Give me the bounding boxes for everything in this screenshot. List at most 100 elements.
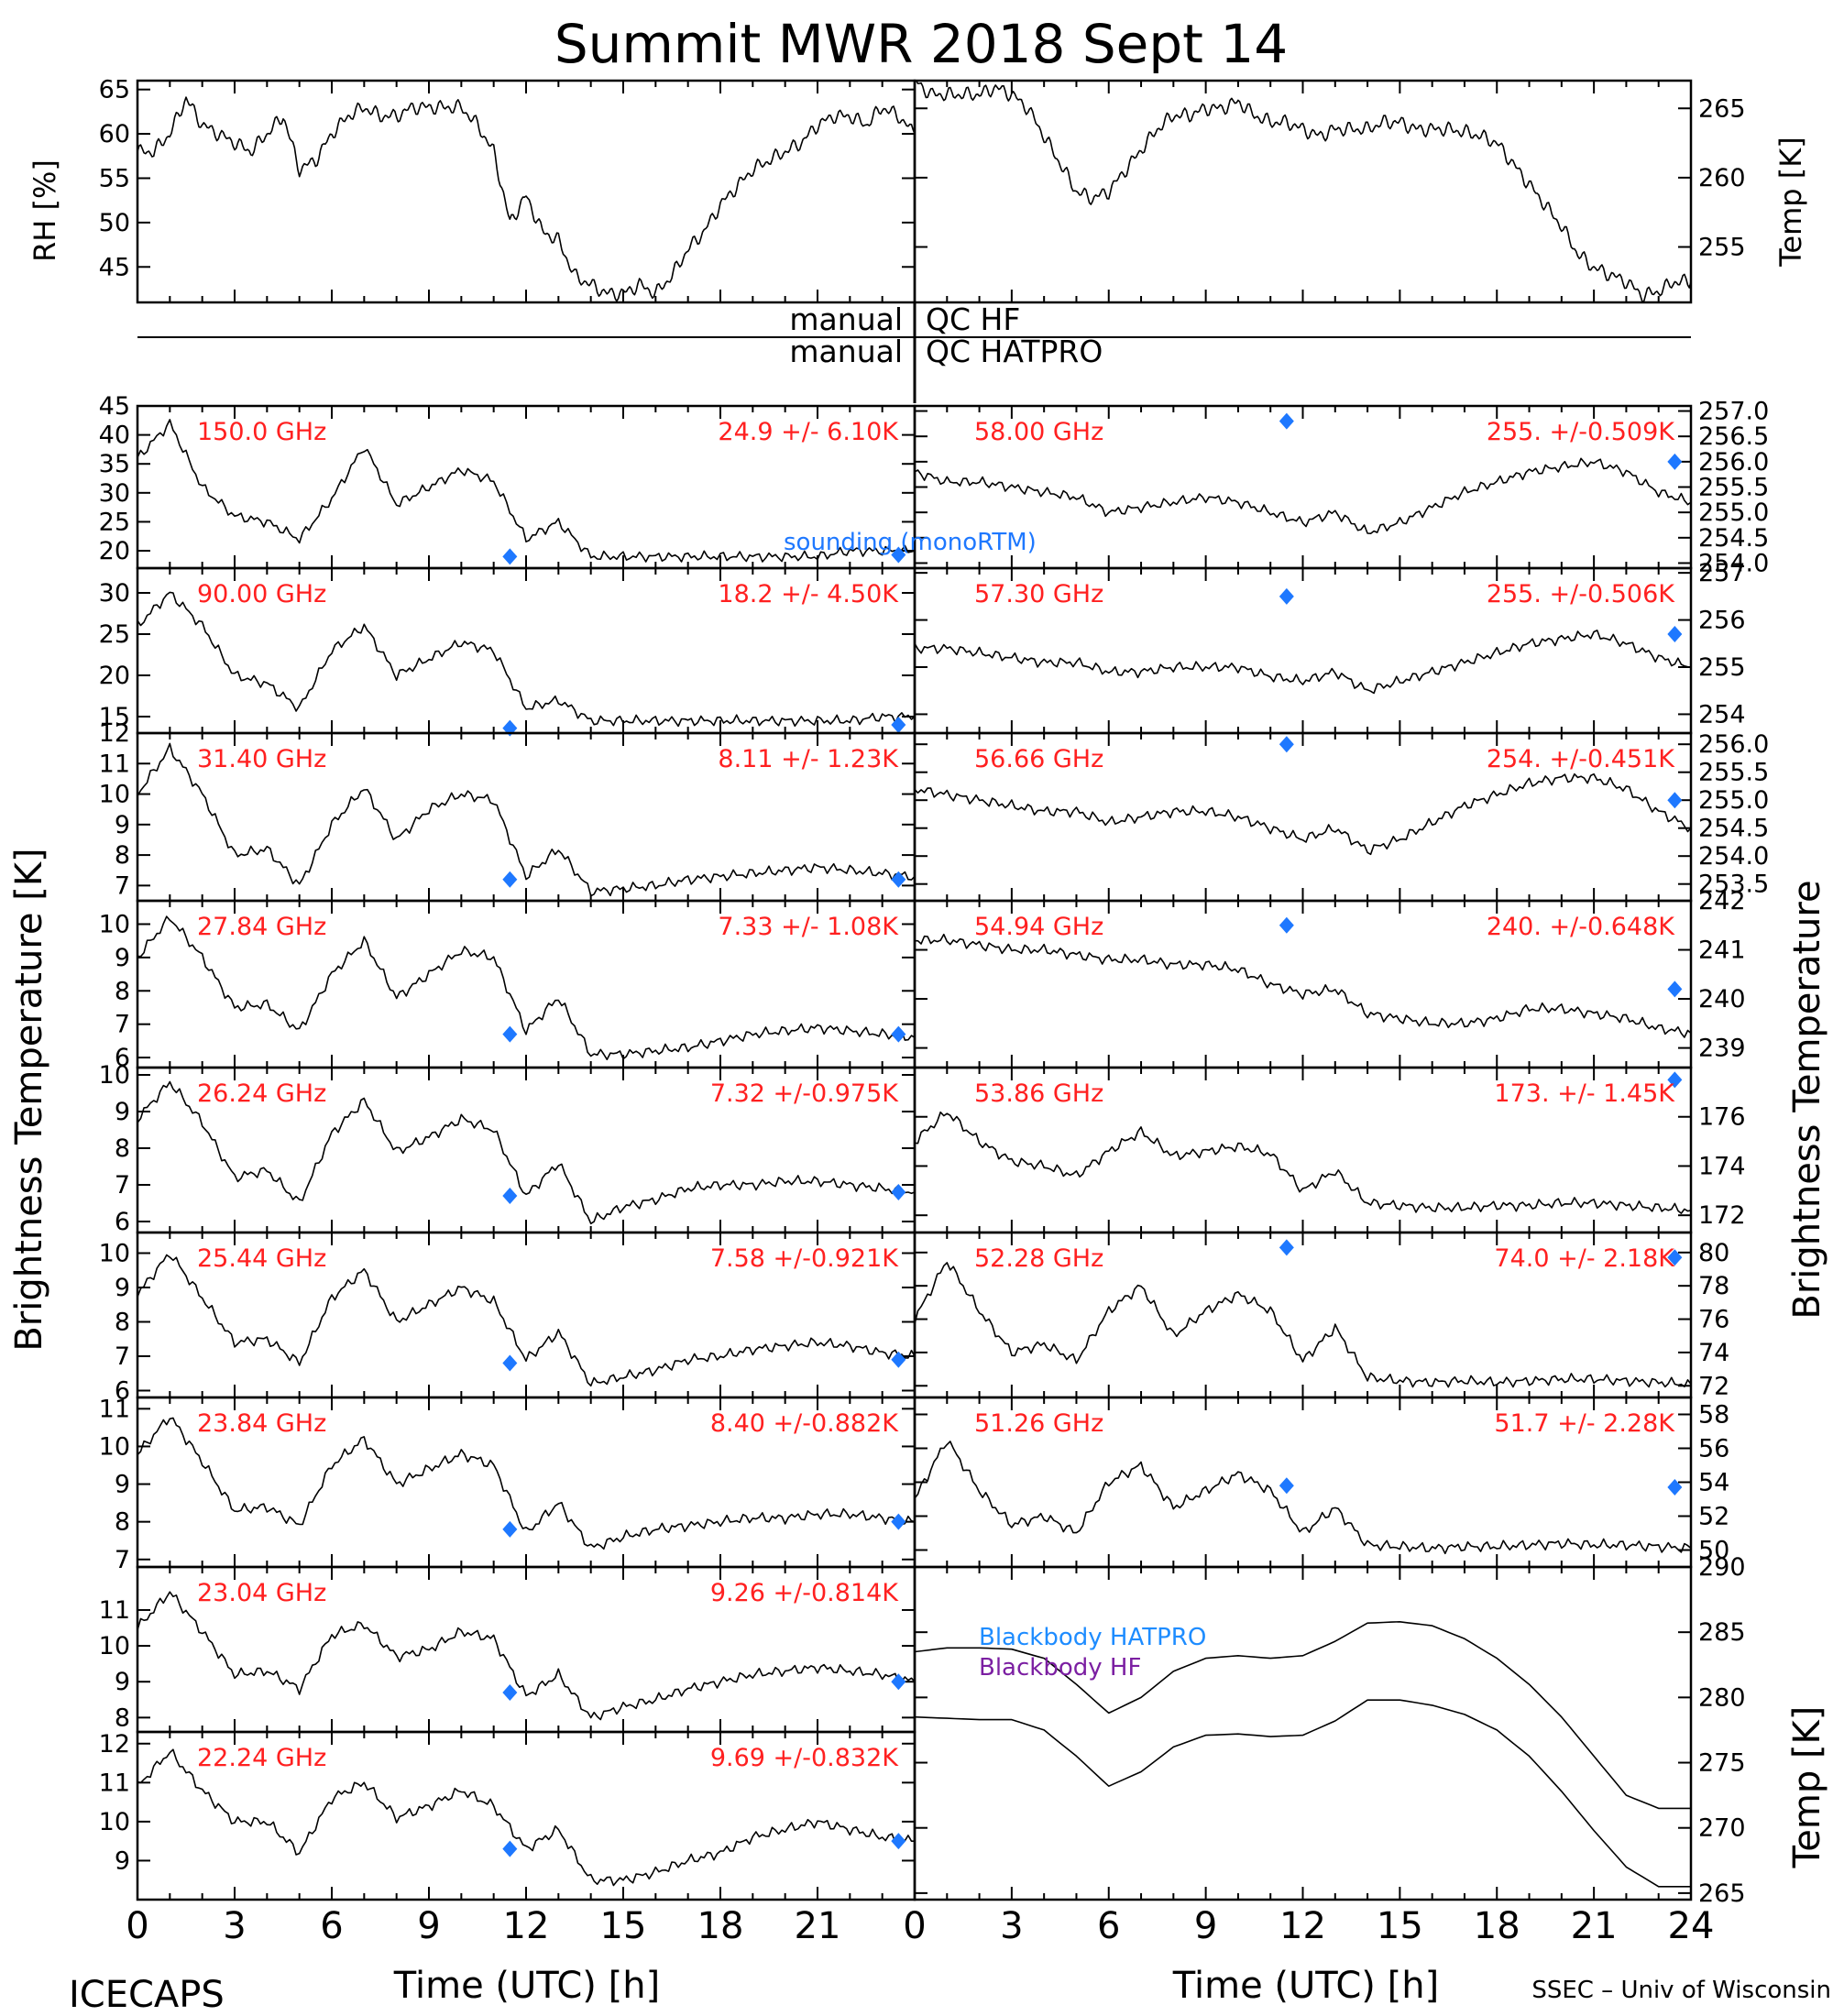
temp-ylabel: Temp [K] bbox=[1773, 137, 1808, 267]
panel-ch2784: 6 7 8 9 10 27.84 GHz 7.33 +/- 1.08K bbox=[99, 899, 916, 1072]
y-tick-label: 9 bbox=[115, 1471, 130, 1499]
y-tick-label: 254.5 bbox=[1698, 524, 1769, 553]
y-tick-label: 256 bbox=[1698, 607, 1746, 635]
channel-stats-ch2384: 8.40 +/-0.882K bbox=[710, 1409, 899, 1438]
panel-ch2224: 9 10 11 12 22.24 GHz 9.69 +/-0.832K 0 3 6 9 12 15 18… bbox=[99, 1730, 916, 1947]
series-line-ch90 bbox=[137, 591, 916, 728]
y-tick-label: 265 bbox=[1698, 1879, 1746, 1908]
sounding-marker bbox=[891, 1184, 906, 1200]
channel-label-ch2384: 23.84 GHz bbox=[197, 1409, 326, 1438]
y-tick-label: 7 bbox=[115, 1342, 130, 1371]
series-line-ch5800 bbox=[914, 457, 1692, 534]
y-tick-label: 11 bbox=[99, 1769, 130, 1797]
y-tick-label: 255 bbox=[1698, 653, 1746, 682]
x-tick-label: 3 bbox=[223, 1905, 246, 1947]
y-tick-label: 9 bbox=[115, 1846, 130, 1875]
y-tick-label: 257.0 bbox=[1698, 398, 1769, 426]
y-tick-label: 7 bbox=[115, 1011, 130, 1039]
channel-label-ch5800: 58.00 GHz bbox=[974, 418, 1103, 446]
y-tick-label: 7 bbox=[115, 1171, 130, 1200]
channel-stats-ch5494: 240. +/-0.648K bbox=[1487, 913, 1675, 941]
y-tick-label: 256.0 bbox=[1698, 730, 1769, 759]
sounding-marker bbox=[502, 1354, 518, 1372]
y-tick-label: 241 bbox=[1698, 937, 1746, 965]
panel-blackbody: 265 270 275 280 285 290 Blackbody HATPRO Blackb… bbox=[903, 1553, 1745, 1947]
y-tick-label: 242 bbox=[1698, 887, 1746, 915]
y-tick-label: 60 bbox=[99, 120, 130, 148]
channel-stats-ch2544: 7.58 +/-0.921K bbox=[710, 1244, 899, 1273]
sounding-marker bbox=[1279, 587, 1294, 605]
sounding-marker bbox=[1279, 916, 1294, 934]
channel-label-ch5228: 52.28 GHz bbox=[974, 1244, 1103, 1273]
y-tick-label: 8 bbox=[115, 977, 130, 1005]
y-tick-label: 15 bbox=[99, 703, 130, 731]
sounding-marker bbox=[502, 1188, 518, 1204]
sounding-marker bbox=[1279, 736, 1294, 753]
channel-stats-ch2224: 9.69 +/-0.832K bbox=[710, 1744, 899, 1772]
y-tick-label: 257 bbox=[1698, 559, 1746, 587]
y-tick-label: 239 bbox=[1698, 1035, 1746, 1063]
y-tick-label: 270 bbox=[1698, 1814, 1746, 1843]
y-tick-label: 254 bbox=[1698, 700, 1746, 729]
y-tick-label: 255.0 bbox=[1698, 786, 1769, 815]
x-tick-label: 21 bbox=[1571, 1905, 1618, 1947]
series-line-ch3140 bbox=[137, 742, 916, 897]
y-tick-label: 255.5 bbox=[1698, 759, 1769, 787]
channel-label-ch2624: 26.24 GHz bbox=[197, 1079, 326, 1108]
channel-label-ch2544: 25.44 GHz bbox=[197, 1244, 326, 1273]
y-tick-label: 20 bbox=[99, 537, 130, 565]
y-tick-label: 50 bbox=[99, 209, 130, 237]
channel-label-ch2304: 23.04 GHz bbox=[197, 1579, 326, 1607]
y-tick-label: 240 bbox=[1698, 985, 1746, 1013]
series-line-ch5386 bbox=[914, 1111, 1692, 1214]
sounding-marker bbox=[1279, 412, 1294, 430]
xlabel-right: Time (UTC) [h] bbox=[1172, 1965, 1439, 2007]
channel-stats-ch2624: 7.32 +/-0.975K bbox=[710, 1079, 899, 1108]
x-tick-label: 3 bbox=[1000, 1905, 1023, 1947]
y-tick-label: 30 bbox=[99, 579, 130, 608]
series-line-ch2624 bbox=[137, 1080, 916, 1225]
panel-ch5386: 172 174 176 53.86 GHz 173. +/- 1.45K bbox=[913, 1066, 1746, 1234]
sounding-marker bbox=[1667, 453, 1683, 470]
y-tick-label: 25 bbox=[99, 508, 130, 536]
left-ylabel: Brightness Temperature [K] bbox=[8, 848, 50, 1351]
sounding-marker bbox=[502, 1520, 518, 1538]
channel-label-ch5494: 54.94 GHz bbox=[974, 913, 1103, 941]
qc-hatpro-right: QC HATPRO bbox=[926, 334, 1103, 369]
y-tick-label: 9 bbox=[115, 1274, 130, 1302]
series-line-ch5228 bbox=[914, 1262, 1692, 1388]
channel-stats-ch5730: 255. +/-0.506K bbox=[1487, 580, 1675, 608]
y-tick-label: 78 bbox=[1698, 1272, 1729, 1300]
y-tick-label: 255.0 bbox=[1698, 499, 1769, 527]
y-tick-label: 10 bbox=[99, 910, 130, 938]
x-tick-label: 0 bbox=[126, 1905, 148, 1947]
x-tick-label: 18 bbox=[1474, 1905, 1520, 1947]
sounding-marker bbox=[891, 717, 906, 733]
x-tick-label: 9 bbox=[1194, 1905, 1217, 1947]
y-tick-label: 7 bbox=[115, 1546, 130, 1574]
y-tick-label: 255 bbox=[1698, 234, 1746, 262]
y-tick-label: 256.0 bbox=[1698, 448, 1769, 477]
y-tick-label: 12 bbox=[99, 1730, 130, 1759]
series-line-ch5666 bbox=[914, 772, 1692, 856]
y-tick-label: 9 bbox=[115, 944, 130, 972]
channel-label-ch5730: 57.30 GHz bbox=[974, 580, 1103, 608]
y-tick-label: 74 bbox=[1698, 1339, 1729, 1367]
series-line-ch5730 bbox=[914, 630, 1692, 695]
legend-entry-1: Blackbody HF bbox=[979, 1654, 1141, 1682]
channel-stats-ch5126: 51.7 +/- 2.28K bbox=[1494, 1409, 1675, 1438]
y-tick-label: 10 bbox=[99, 781, 130, 809]
qc-hf-right: QC HF bbox=[926, 301, 1020, 337]
channel-label-ch5126: 51.26 GHz bbox=[974, 1409, 1103, 1438]
footer-credit: SSEC – Univ of Wisconsin bbox=[1531, 1977, 1831, 2004]
y-tick-label: 9 bbox=[115, 1668, 130, 1696]
sounding-marker bbox=[891, 1025, 906, 1043]
y-tick-label: 10 bbox=[99, 1632, 130, 1660]
sounding-marker bbox=[891, 1351, 906, 1368]
series-line-ch150 bbox=[137, 419, 916, 563]
right-ylabel: Brightness Temperature bbox=[1786, 880, 1828, 1319]
